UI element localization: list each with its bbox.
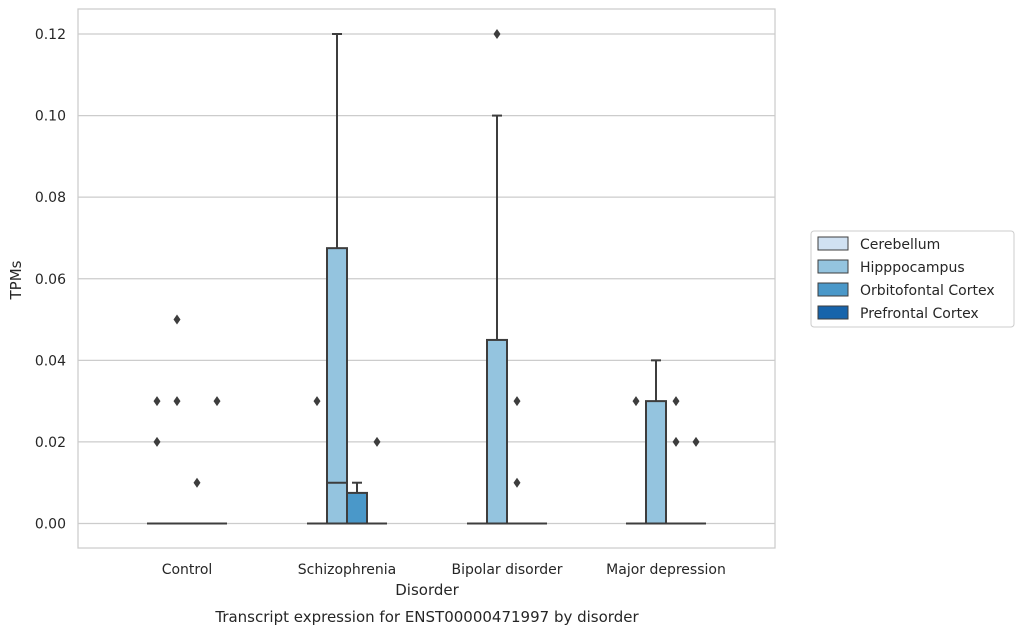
chart-caption: Transcript expression for ENST0000047199… bbox=[214, 608, 639, 626]
outlier-marker bbox=[213, 396, 221, 407]
outlier-marker bbox=[313, 396, 321, 407]
x-tick-label: Bipolar disorder bbox=[451, 562, 562, 578]
boxes bbox=[147, 33, 706, 525]
legend-swatch bbox=[817, 305, 849, 320]
outlier-marker bbox=[193, 477, 201, 488]
outlier-marker bbox=[153, 436, 161, 447]
box-3-1 bbox=[645, 359, 667, 525]
x-axis-title: Disorder bbox=[395, 581, 459, 599]
legend-swatch bbox=[817, 282, 849, 297]
box-body bbox=[346, 491, 368, 525]
y-tick-label: 0.06 bbox=[35, 272, 66, 288]
outlier-marker bbox=[672, 436, 680, 447]
x-tick-label: Schizophrenia bbox=[298, 562, 396, 578]
outlier-marker bbox=[692, 436, 700, 447]
legend-label: Cerebellum bbox=[860, 237, 940, 253]
gridlines bbox=[78, 33, 775, 525]
y-tick-label: 0.02 bbox=[35, 435, 66, 451]
y-tick-label: 0.10 bbox=[35, 109, 66, 125]
y-tick-label: 0.12 bbox=[35, 27, 66, 43]
outlier-marker bbox=[173, 314, 181, 325]
x-tick-label: Major depression bbox=[606, 562, 726, 578]
y-tick-label: 0.08 bbox=[35, 190, 66, 206]
legend: Cerebellum Hipppocampus Orbitofontal Corte… bbox=[810, 230, 1015, 328]
plot-area-frame bbox=[77, 8, 776, 549]
y-axis-title: TPMs bbox=[7, 260, 25, 300]
outlier-marker bbox=[513, 477, 521, 488]
y-axis-ticks: 0.00 0.02 0.04 0.06 0.08 0.10 0.12 bbox=[35, 27, 66, 533]
outlier-marker bbox=[153, 396, 161, 407]
box-2-1 bbox=[486, 114, 508, 525]
legend-label: Orbitofontal Cortex bbox=[860, 283, 995, 299]
y-tick-label: 0.00 bbox=[35, 517, 66, 533]
legend-swatch bbox=[817, 259, 849, 274]
outlier-marker bbox=[173, 396, 181, 407]
x-tick-label: Control bbox=[162, 562, 213, 578]
box-body bbox=[326, 247, 348, 525]
outlier-marker bbox=[632, 396, 640, 407]
legend-frame bbox=[810, 230, 1015, 328]
box-1-2 bbox=[346, 481, 368, 525]
outlier-marker bbox=[513, 396, 521, 407]
box-body bbox=[486, 338, 508, 525]
outlier-marker bbox=[493, 29, 501, 39]
legend-swatch bbox=[817, 236, 849, 251]
outlier-marker bbox=[672, 396, 680, 407]
box-1-1 bbox=[326, 33, 348, 525]
box-body bbox=[645, 400, 667, 525]
outlier-marker bbox=[373, 436, 381, 447]
y-tick-label: 0.04 bbox=[35, 353, 66, 369]
legend-label: Prefrontal Cortex bbox=[860, 306, 979, 322]
x-axis-ticks: Control Schizophrenia Bipolar disorder Majo… bbox=[162, 562, 726, 578]
outliers bbox=[153, 29, 700, 488]
legend-label: Hipppocampus bbox=[860, 260, 965, 276]
